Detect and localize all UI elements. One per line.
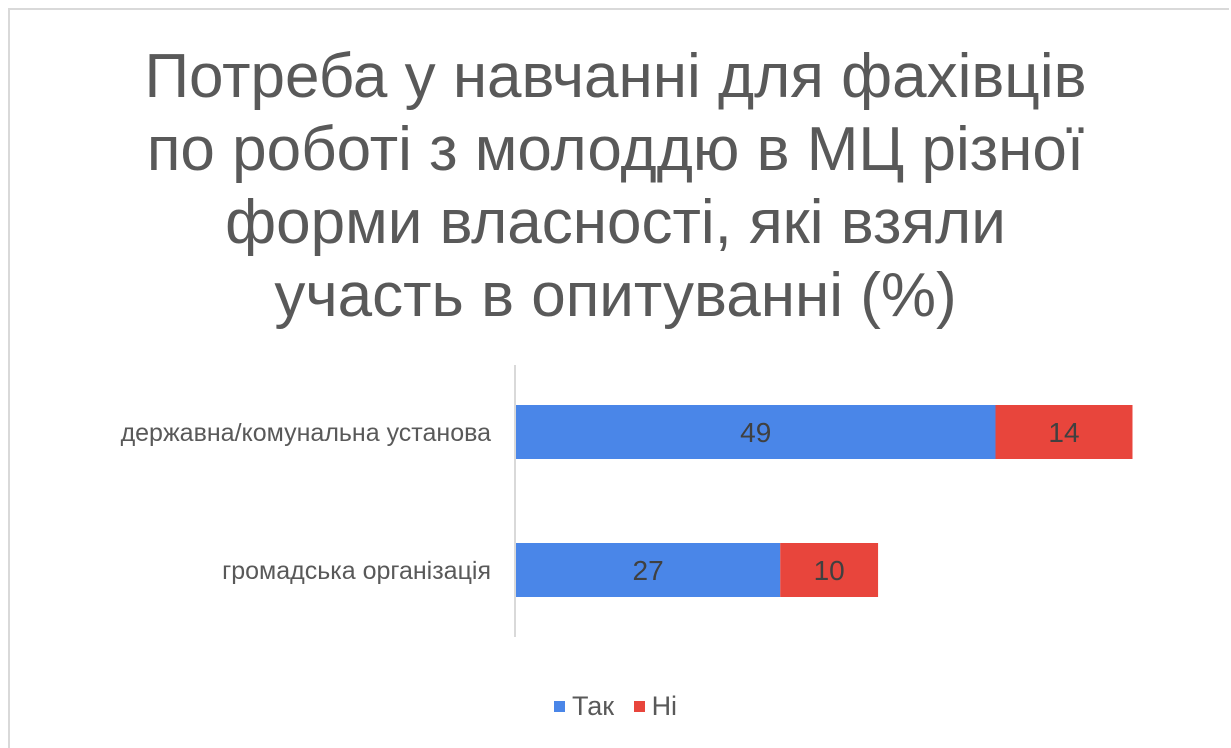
bar-segment [516, 543, 781, 597]
legend-label: Так [571, 691, 615, 721]
bar-segment [995, 405, 1133, 459]
chart-title-line: участь в опитуванні (%) [274, 261, 957, 330]
category-label: громадська організація [222, 557, 491, 585]
legend-item-yes: Так [553, 691, 615, 722]
legend-label: Ні [651, 691, 678, 721]
legend-item-no: Ні [633, 691, 678, 722]
bar-segment [516, 405, 996, 459]
data-label: 49 [740, 417, 771, 448]
legend-swatch [633, 701, 645, 712]
chart-title-line: форми власності, які взяли [225, 188, 1006, 257]
chart-title: Потреба у навчанні для фахівців по робот… [0, 40, 1231, 332]
data-label: 10 [814, 555, 845, 586]
bar-segment [780, 543, 879, 597]
chart-title-line: по роботі з молоддю в МЦ різної [146, 115, 1085, 184]
chart-frame [8, 8, 1229, 748]
chart-title-line: Потреба у навчанні для фахівців [144, 42, 1087, 111]
data-label: 27 [633, 555, 664, 586]
category-label: державна/комунальна установа [121, 419, 492, 447]
legend: Так Ні [0, 688, 1231, 722]
data-label: 14 [1048, 417, 1079, 448]
legend-swatch [553, 701, 565, 712]
